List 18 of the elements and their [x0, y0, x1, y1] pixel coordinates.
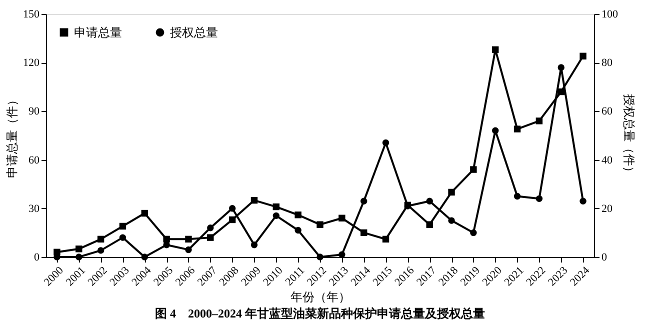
- y2-tick-label: 0: [602, 252, 608, 264]
- legend-label: 申请总量: [74, 25, 122, 40]
- x-axis-title: 年份（年）: [290, 290, 350, 304]
- y-tick-label: 90: [28, 106, 40, 118]
- y-tick-label: 0: [34, 252, 40, 264]
- legend-label: 授权总量: [170, 25, 218, 40]
- y2-tick-label: 80: [602, 57, 613, 70]
- y-axis-title: 申请总量（件）: [5, 94, 19, 178]
- y-tick-label: 30: [28, 202, 40, 215]
- y2-tick-label: 100: [602, 8, 618, 20]
- y2-tick-label: 60: [602, 106, 613, 118]
- y2-tick-label: 40: [602, 154, 613, 166]
- y2-axis-title: 授权总量（件）: [622, 94, 636, 178]
- y-tick-label: 60: [28, 154, 40, 166]
- y-tick-label: 150: [23, 8, 40, 20]
- y-tick-label: 120: [23, 57, 40, 70]
- caption: 图 4 2000–2024 年甘蓝型油菜新品种保护申请总量及授权总量: [155, 306, 485, 320]
- y2-tick-label: 20: [602, 202, 613, 215]
